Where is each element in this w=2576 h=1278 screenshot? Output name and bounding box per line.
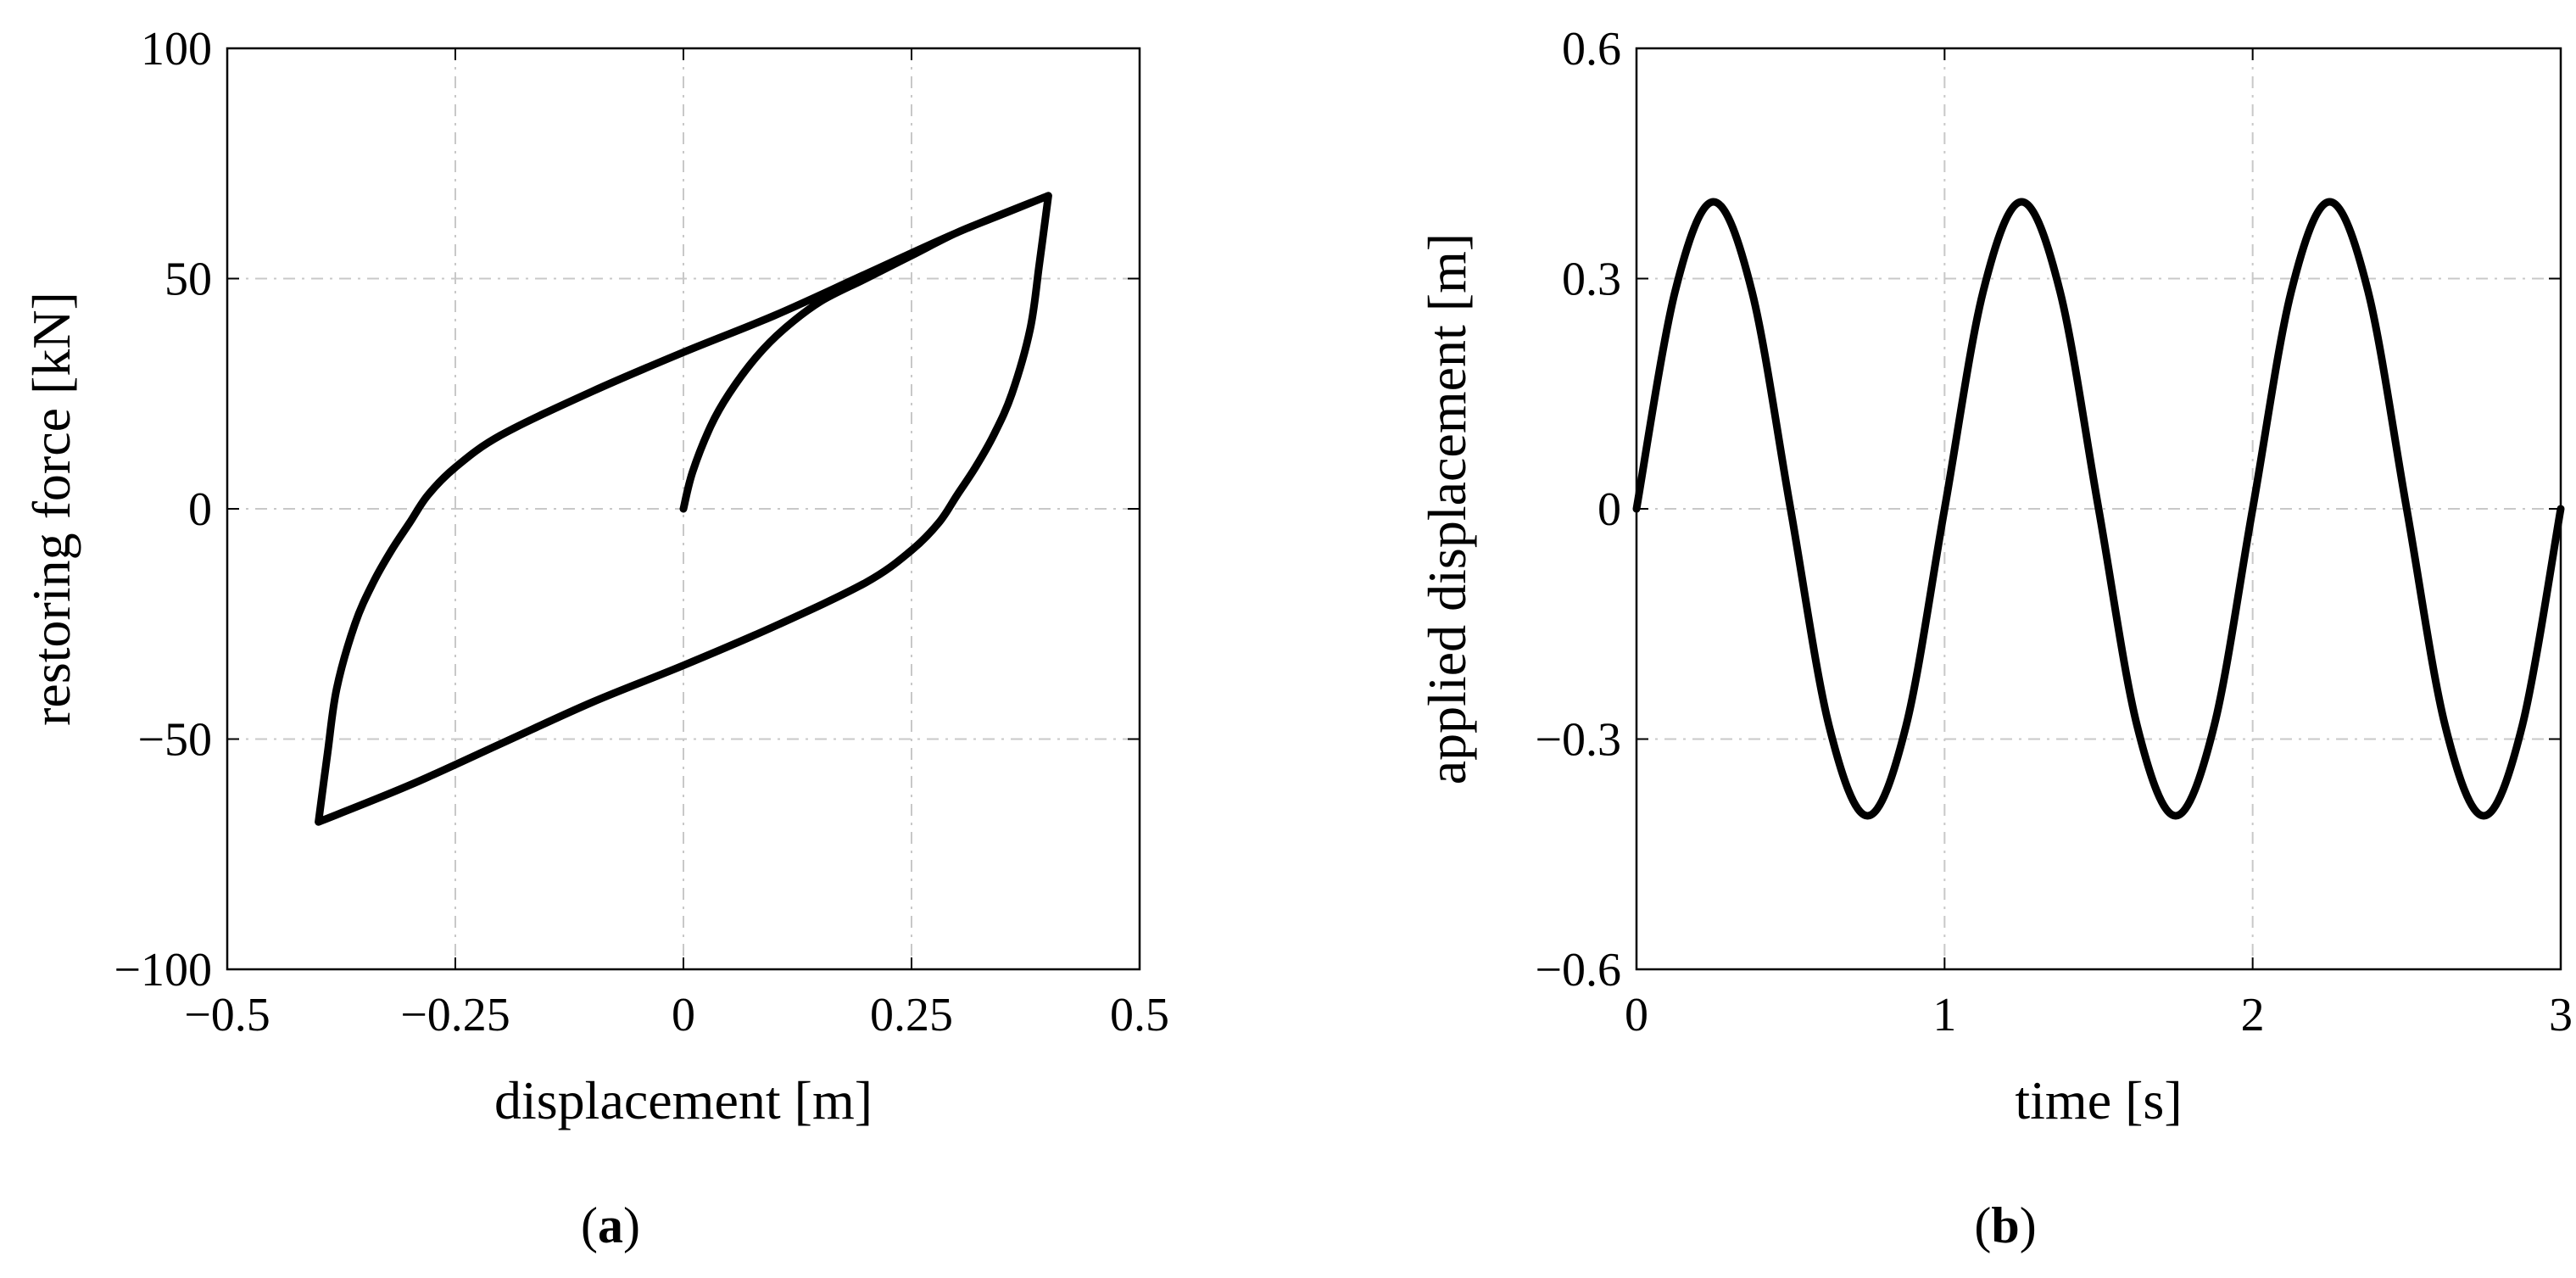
panel-a-y-tick-label: 0 xyxy=(188,483,212,536)
panel-a-x-tick-label: 0.5 xyxy=(1110,989,1169,1041)
panel-a-caption-close: ) xyxy=(623,1197,640,1253)
panel-b-caption-open: ( xyxy=(1974,1197,1991,1253)
panel-a-series-line xyxy=(315,192,1052,826)
panel-b-y-tick-label: 0.3 xyxy=(1562,254,1621,306)
panel-b-chart: 0 1 2 3 −0.6 −0.3 0 0.3 0.6 time [s] applied displ… xyxy=(1417,23,2573,1253)
panel-b-series-line xyxy=(1632,198,2565,820)
panel-b-y-tick-label: 0.6 xyxy=(1562,23,1621,75)
panel-b-caption: (b) xyxy=(1974,1197,2036,1253)
panel-a-y-tick-label: −50 xyxy=(137,714,212,767)
panel-a-caption: (a) xyxy=(581,1197,640,1253)
panel-a-y-tick-label: −100 xyxy=(114,944,212,996)
panel-b-x-tick-label: 0 xyxy=(1625,989,1648,1041)
panel-b-x-tick-label: 3 xyxy=(2549,989,2573,1041)
panel-b-caption-letter: b xyxy=(1991,1197,2019,1253)
panel-b-x-tick-label: 2 xyxy=(2241,989,2265,1041)
panel-a-y-tick-label: 100 xyxy=(141,23,212,75)
panel-b-x-tick-label: 1 xyxy=(1932,989,1956,1041)
panel-b-y-tick-label: −0.6 xyxy=(1535,944,1621,996)
panel-a-x-tick-label: −0.25 xyxy=(400,989,510,1041)
panel-a-x-tick-label: −0.5 xyxy=(184,989,270,1041)
panel-a-caption-letter: a xyxy=(598,1197,623,1253)
panel-b-y-tick-label: −0.3 xyxy=(1535,714,1621,767)
panel-a-y-axis-title: restoring force [kN] xyxy=(21,292,81,726)
panel-a-caption-open: ( xyxy=(581,1197,598,1253)
panel-b-x-axis-title: time [s] xyxy=(2015,1070,2182,1130)
panel-b-y-axis-title: applied displacement [m] xyxy=(1417,233,1477,784)
panel-b-caption-close: ) xyxy=(2020,1197,2037,1253)
panel-a-y-tick-label: 50 xyxy=(164,254,212,306)
panel-a-x-tick-label: 0.25 xyxy=(870,989,953,1041)
panel-a-x-tick-label: 0 xyxy=(672,989,695,1041)
panel-a-x-axis-title: displacement [m] xyxy=(494,1070,873,1130)
panel-a-chart: −0.5 −0.25 0 0.25 0.5 −100 −50 0 50 100 displaceme… xyxy=(21,23,1169,1253)
panel-b-y-tick-label: 0 xyxy=(1597,483,1621,536)
